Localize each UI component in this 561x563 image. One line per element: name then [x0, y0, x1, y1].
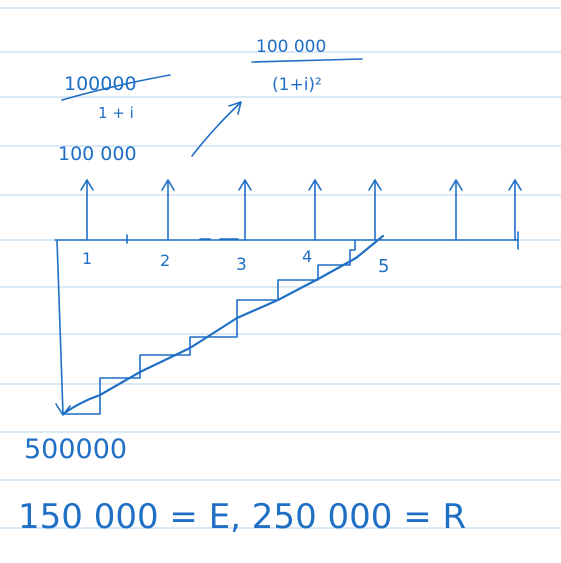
cash-inflow-arrow-icon: [238, 179, 252, 241]
amortization-line: [61, 234, 385, 416]
pv-year1-fraction: 100000 1 + i: [61, 73, 171, 122]
tick-label: 4: [302, 247, 312, 266]
pv-year1-fraction-bar: [61, 74, 171, 101]
cash-inflow-arrow-icon: [80, 179, 94, 241]
cash-inflow-arrow-icon: [308, 179, 322, 241]
initial-investment-label: 500000: [24, 434, 127, 465]
pv-year1-denominator: 1 + i: [98, 104, 134, 122]
tick-label: 3: [236, 255, 247, 275]
stepped-repayment-path: [62, 239, 356, 415]
pv-year1-numerator: 100000: [64, 73, 137, 95]
investment-outflow-arrow: [55, 239, 71, 416]
tick-label: 5: [378, 256, 389, 277]
annual-payment-label: 100 000: [58, 143, 137, 165]
pv-year2-denominator: (1+i)²: [272, 75, 322, 95]
cash-inflow-arrow-icon: [449, 179, 463, 241]
cash-inflow-arrow-icon: [161, 179, 175, 241]
pv-year2-fraction: 100 000 (1+i)²: [251, 37, 363, 95]
cash-inflow-arrow-icon: [508, 179, 522, 241]
timeline-tick-labels: 1 2 3 4 5: [82, 247, 389, 277]
tick-label: 1: [82, 249, 92, 268]
bottom-equation: 150 000 = E, 250 000 = R: [18, 497, 466, 537]
pv-year2-fraction-bar: [251, 58, 363, 63]
timeline-axis: [54, 231, 519, 250]
cash-inflow-arrow-icon: [368, 179, 382, 241]
arrow-icon: [191, 101, 242, 157]
pv-year2-numerator: 100 000: [256, 37, 326, 57]
cash-inflow-arrows: [80, 179, 522, 241]
tick-label: 2: [160, 251, 170, 270]
